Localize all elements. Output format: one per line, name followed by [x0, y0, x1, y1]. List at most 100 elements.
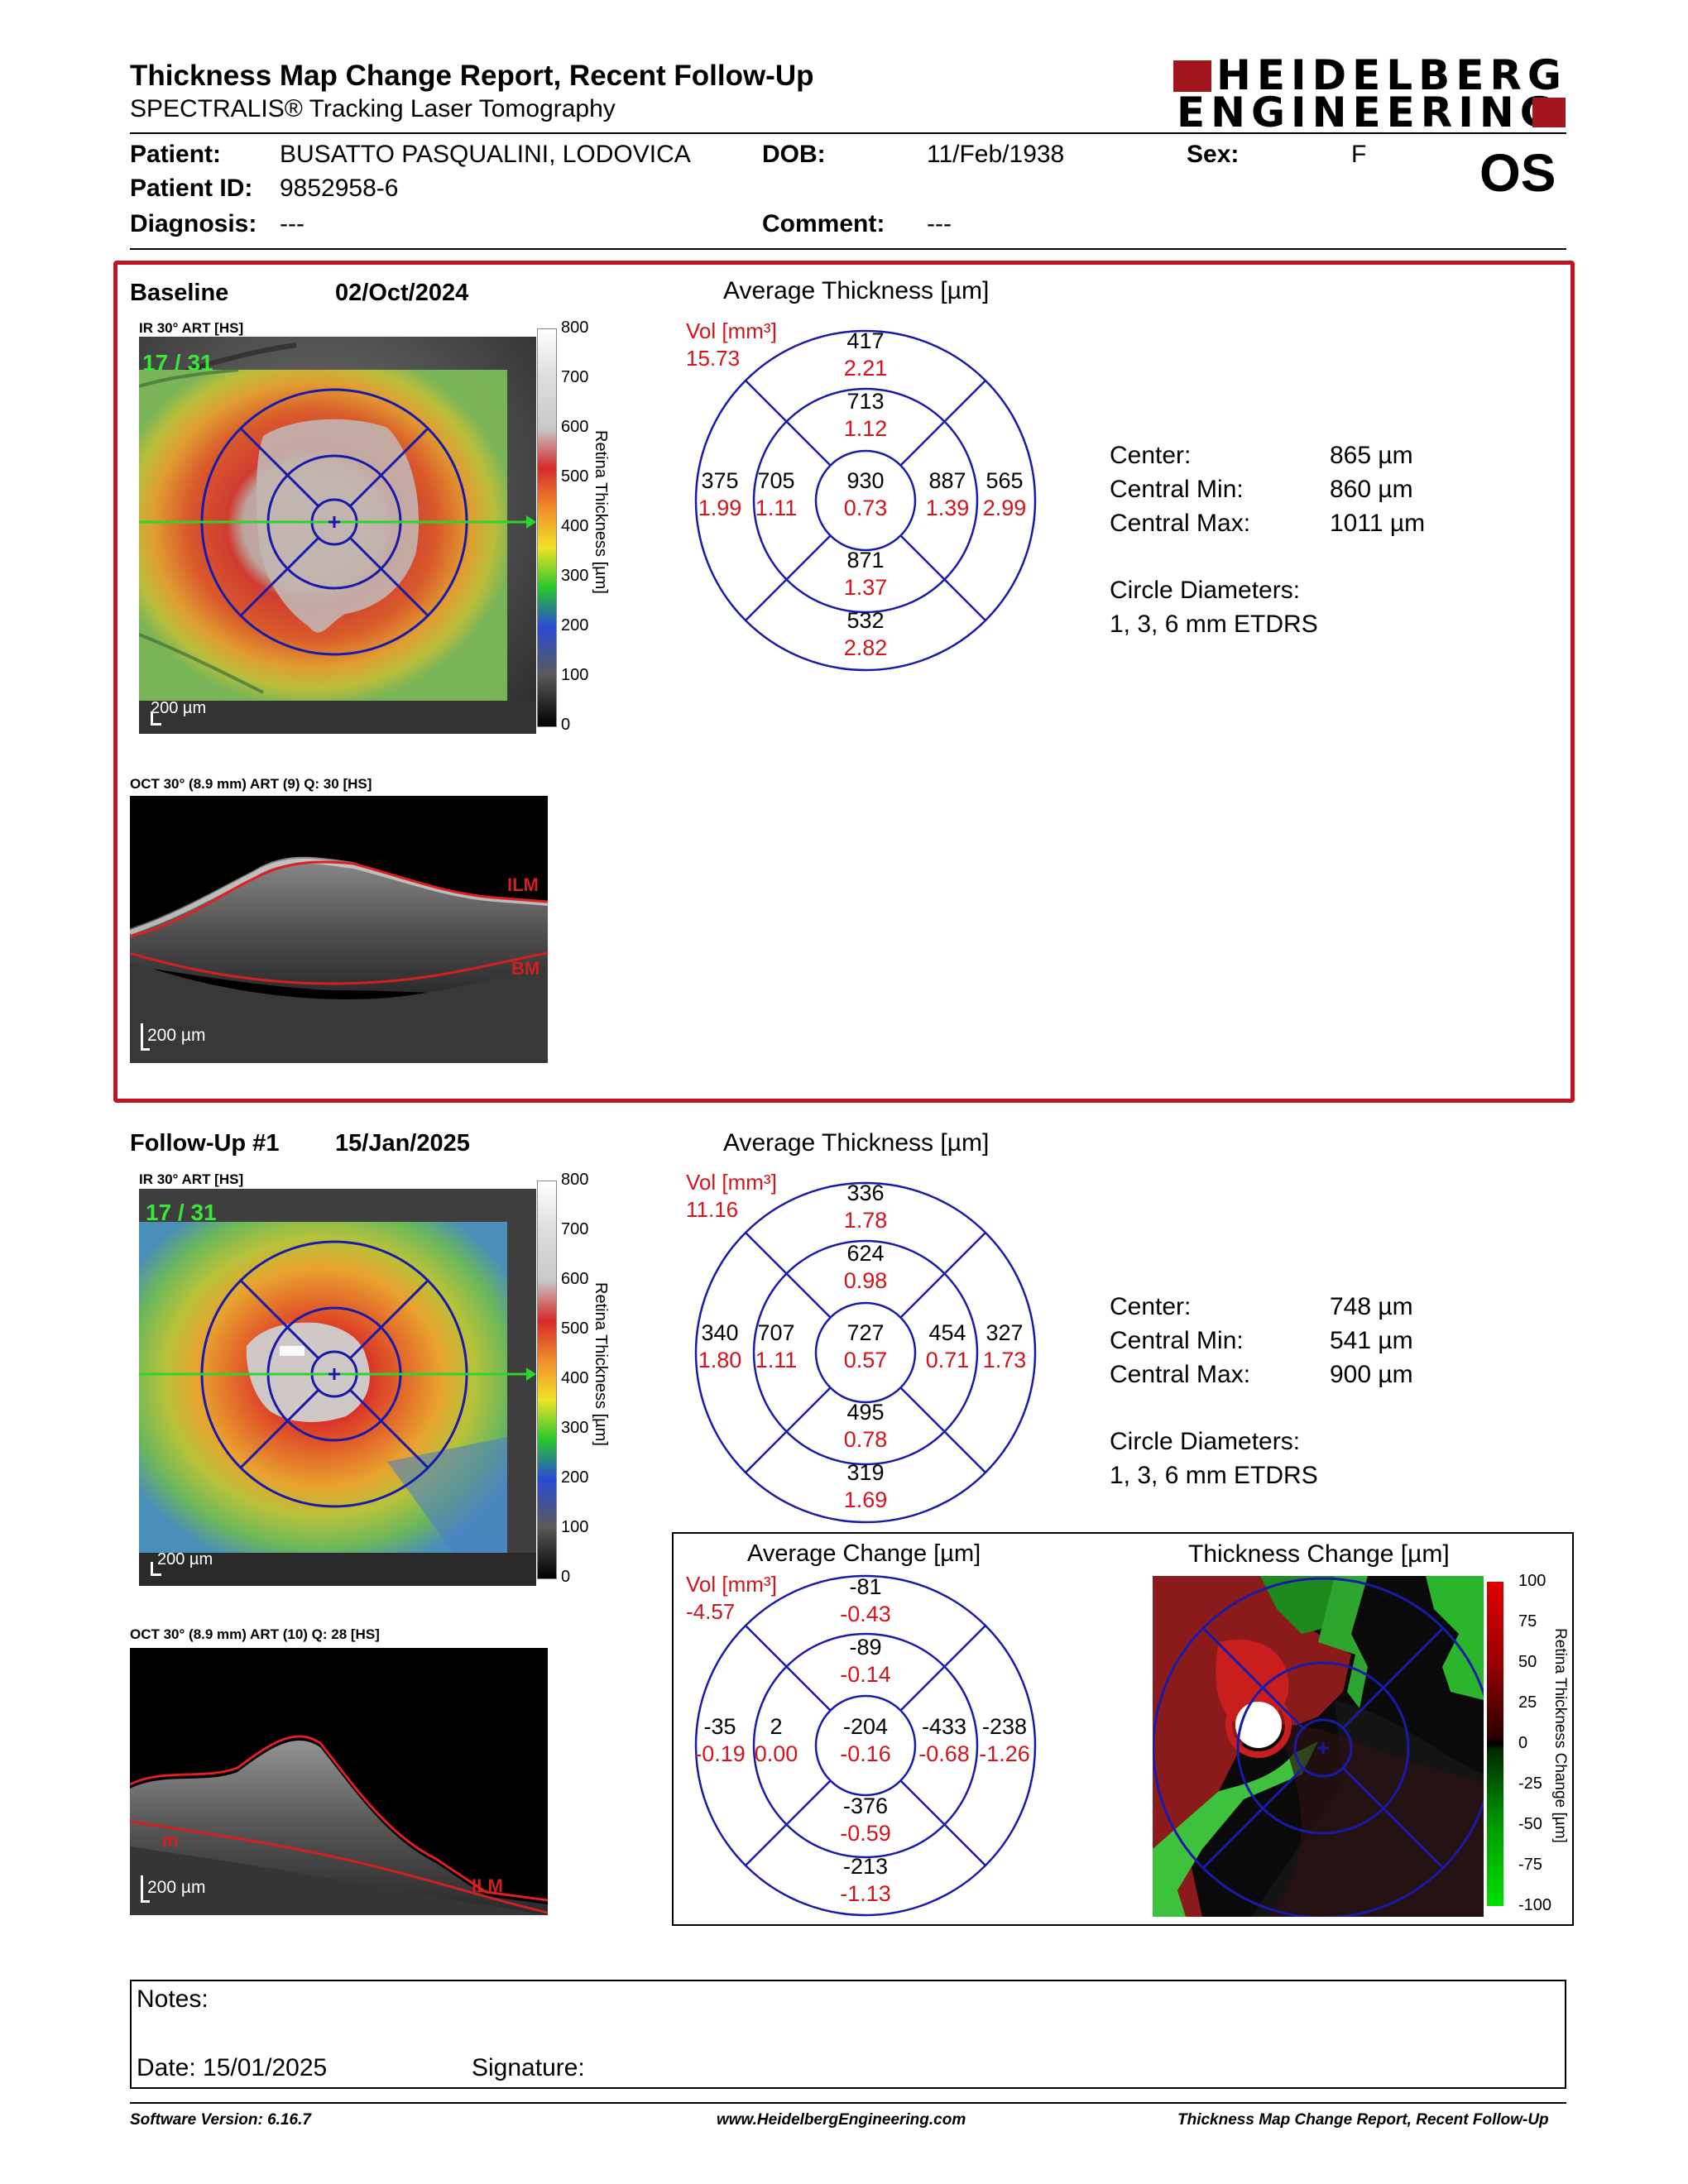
followup-cmax-value: 900 µm [1330, 1361, 1413, 1388]
followup-cmin-value: 541 µm [1330, 1327, 1413, 1354]
followup-colorbar-tick-600: 600 [561, 1270, 589, 1288]
followup-colorbar-tick-300: 300 [561, 1419, 589, 1437]
followup-inferior-inner-volume: 0.78 [843, 1427, 888, 1452]
baseline-center-volume: 0.73 [843, 496, 888, 520]
baseline-colorbar-tick-500: 500 [561, 467, 589, 486]
followup-thickness-map [139, 1189, 536, 1586]
followup-cmin-label: Central Min: [1110, 1327, 1244, 1354]
baseline-circle-label: Circle Diameters: [1110, 577, 1301, 604]
change-etdrs-grid [694, 1574, 1037, 1917]
footer-website[interactable]: www.HeidelbergEngineering.com [717, 2111, 966, 2129]
baseline-oct-ilm: ILM [507, 874, 539, 895]
baseline-frame-counter: 17 / 31 [142, 350, 213, 376]
baseline-colorbar-tick-100: 100 [561, 666, 589, 684]
baseline-nasal-inner-volume: 1.39 [925, 496, 970, 520]
change-colorbar-tick-0: 0 [1518, 1734, 1528, 1752]
change-temporal-outer-volume: -0.19 [694, 1741, 746, 1766]
baseline-oct-scale-label: 200 µm [147, 1026, 206, 1045]
followup-scale-bar [151, 1562, 161, 1576]
baseline-center-thickness: 930 [846, 468, 885, 493]
baseline-colorbar-tick-0: 0 [561, 716, 571, 734]
footer-software-version: Software Version: 6.16.7 [130, 2111, 311, 2129]
followup-inferior-outer-volume: 1.69 [843, 1487, 888, 1512]
baseline-oct-bscan [130, 796, 548, 1063]
baseline-panel [113, 261, 1575, 1103]
sex-value: F [1351, 141, 1367, 168]
baseline-inferior-outer-volume: 2.82 [843, 635, 888, 660]
report-title: Thickness Map Change Report, Recent Foll… [130, 60, 814, 92]
followup-oct-scale-label: 200 µm [147, 1878, 206, 1897]
logo-line2: ENGINEERING [1177, 89, 1560, 136]
notes-box[interactable] [130, 1980, 1566, 2089]
followup-etdrs-grid [694, 1181, 1037, 1524]
followup-vol-label: Vol [mm³] [686, 1170, 777, 1195]
baseline-cmax-label: Central Max: [1110, 510, 1251, 537]
followup-oct-bscan [130, 1648, 548, 1915]
change-colorbar-tick-neg25: -25 [1518, 1774, 1542, 1793]
followup-center-thickness: 727 [846, 1320, 885, 1345]
change-colorbar-tick-neg50: -50 [1518, 1815, 1542, 1833]
followup-nasal-inner-volume: 0.71 [925, 1348, 970, 1372]
followup-avg-title: Average Thickness [µm] [723, 1129, 990, 1157]
change-temporal-inner-thickness: 2 [770, 1714, 783, 1739]
baseline-colorbar [537, 328, 557, 727]
change-superior-inner-thickness: -89 [849, 1635, 882, 1660]
followup-cmax-label: Central Max: [1110, 1361, 1251, 1388]
followup-oct-bm: m [162, 1830, 179, 1851]
baseline-oct-scale-bar [141, 1023, 150, 1051]
followup-colorbar-tick-0: 0 [561, 1568, 571, 1586]
patient-divider [130, 248, 1566, 250]
followup-etdrs-overlay [139, 1240, 536, 1508]
baseline-colorbar-tick-800: 800 [561, 318, 589, 337]
change-colorbar-tick-50: 50 [1518, 1653, 1537, 1671]
baseline-colorbar-tick-300: 300 [561, 567, 589, 585]
diagnosis-value: --- [280, 210, 305, 237]
baseline-temporal-inner-thickness: 705 [757, 468, 795, 493]
patient-name: BUSATTO PASQUALINI, LODOVICA [280, 141, 691, 168]
followup-colorbar-tick-200: 200 [561, 1468, 589, 1487]
baseline-cmin-label: Central Min: [1110, 476, 1244, 503]
baseline-vol-label: Vol [mm³] [686, 318, 777, 343]
followup-colorbar-tick-400: 400 [561, 1369, 589, 1387]
followup-superior-outer-thickness: 336 [846, 1181, 885, 1205]
followup-center-value: 748 µm [1330, 1293, 1413, 1320]
followup-colorbar-tick-800: 800 [561, 1171, 589, 1189]
change-inferior-inner-thickness: -376 [842, 1794, 889, 1818]
footer-divider [130, 2102, 1566, 2104]
baseline-colorbar-tick-600: 600 [561, 418, 589, 436]
baseline-temporal-outer-thickness: 375 [701, 468, 739, 493]
dob-value: 11/Feb/1938 [927, 141, 1065, 168]
eye-indicator: OS [1479, 143, 1556, 203]
change-panel [672, 1532, 1574, 1926]
patient-label: Patient: [130, 141, 222, 168]
notes-label: Notes: [137, 1985, 209, 2013]
followup-center-label: Center: [1110, 1293, 1192, 1320]
baseline-ir-label: IR 30° ART [HS] [139, 320, 244, 336]
baseline-etdrs-overlay [139, 388, 536, 656]
notes-date: Date: 15/01/2025 [137, 2054, 328, 2081]
followup-colorbar [537, 1181, 557, 1579]
change-temporal-outer-thickness: -35 [703, 1714, 736, 1739]
followup-nasal-inner-thickness: 454 [928, 1320, 966, 1345]
baseline-superior-inner-volume: 1.12 [843, 416, 888, 441]
change-nasal-inner-thickness: -433 [921, 1714, 967, 1739]
followup-superior-outer-volume: 1.78 [843, 1208, 888, 1233]
baseline-thickness-map [138, 337, 536, 734]
followup-center-volume: 0.57 [843, 1348, 888, 1372]
change-colorbar-tick-100: 100 [1518, 1572, 1547, 1590]
change-center-volume: -0.16 [840, 1741, 891, 1766]
followup-temporal-inner-thickness: 707 [757, 1320, 795, 1345]
change-center-thickness: -204 [842, 1714, 889, 1739]
change-superior-outer-thickness: -81 [849, 1574, 882, 1599]
change-nasal-inner-volume: -0.68 [918, 1741, 970, 1766]
baseline-scale-label: 200 µm [151, 699, 207, 717]
followup-date: 15/Jan/2025 [335, 1130, 470, 1157]
followup-inferior-outer-thickness: 319 [846, 1460, 885, 1485]
comment-value: --- [927, 210, 952, 237]
baseline-inferior-inner-volume: 1.37 [843, 575, 888, 600]
baseline-vol-total: 15.73 [686, 346, 741, 371]
change-superior-outer-volume: -0.43 [840, 1602, 891, 1626]
followup-temporal-outer-volume: 1.80 [698, 1348, 742, 1372]
change-nasal-outer-volume: -1.26 [979, 1741, 1030, 1766]
baseline-label: Baseline [130, 280, 229, 306]
